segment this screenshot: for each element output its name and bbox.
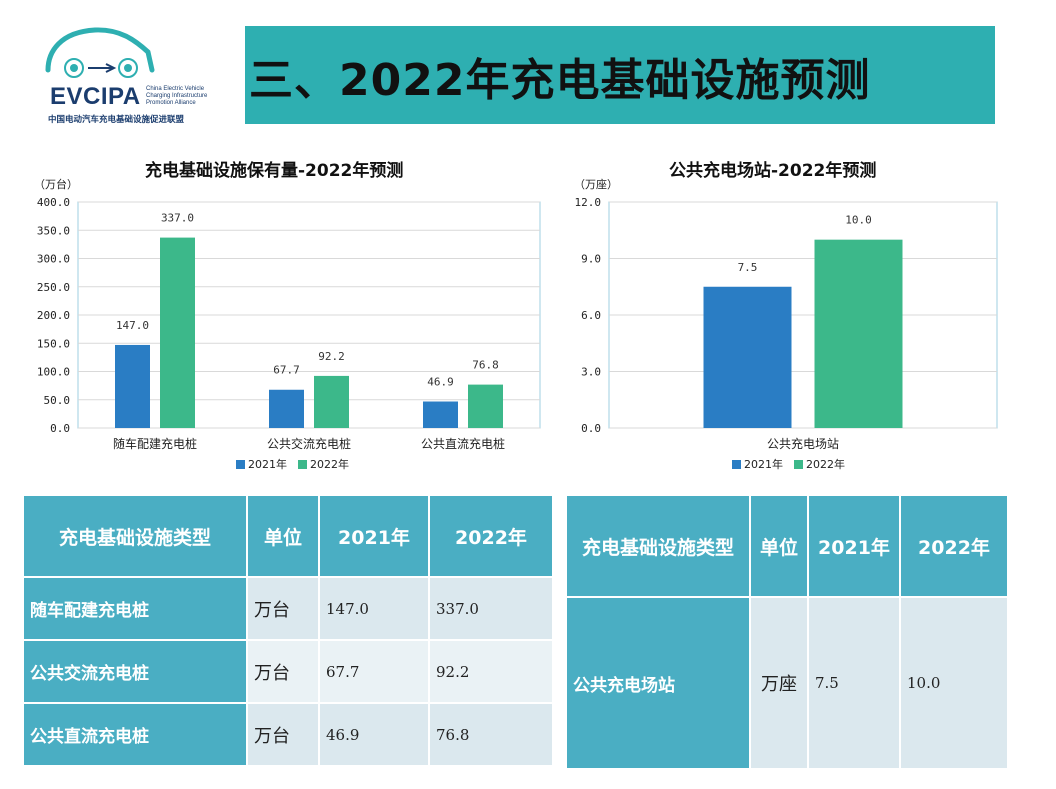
chart1-title: 充电基础设施保有量-2022年预测: [145, 161, 404, 181]
table-row: 公共直流充电桩 万台 46.9 76.8: [24, 704, 552, 765]
row-2022: 10.0: [901, 598, 1007, 768]
row-type: 随车配建充电桩: [24, 578, 246, 639]
logo-chinese: 中国电动汽车充电基础设施促进联盟: [48, 115, 185, 125]
chart2-title: 公共充电场站-2022年预测: [669, 161, 877, 181]
data-label: 76.8: [472, 359, 499, 372]
row-unit: 万台: [248, 641, 318, 702]
row-unit: 万台: [248, 578, 318, 639]
bar: [814, 239, 903, 428]
data-label: 92.2: [318, 350, 345, 363]
bar: [468, 384, 503, 428]
legend-swatch: [732, 460, 741, 469]
table-header-2022: 2022年: [430, 496, 552, 576]
data-label: 147.0: [116, 319, 149, 332]
logo-english-line: Charging Infrastructure: [146, 93, 208, 99]
y-tick-label: 0.0: [581, 422, 601, 435]
chart1-unit: （万台）: [34, 178, 78, 191]
y-tick-label: 300.0: [37, 253, 70, 266]
chart2: 0.0 3.0 6.0 9.0 12.0 7.5 10.0 公共充电场站 2021年 2022年: [575, 196, 998, 471]
car-logo-icon: [45, 27, 155, 78]
y-tick-label: 6.0: [581, 309, 601, 322]
legend-label: 2021年: [248, 457, 287, 471]
table-header-2021: 2021年: [320, 496, 428, 576]
row-2022: 92.2: [430, 641, 552, 702]
table-header-unit: 单位: [248, 496, 318, 576]
y-tick-label: 400.0: [37, 196, 70, 209]
legend-swatch: [794, 460, 803, 469]
table-row: 公共交流充电桩 万台 67.7 92.2: [24, 641, 552, 702]
table-infrastructure: 充电基础设施类型 单位 2021年 2022年 随车配建充电桩 万台 147.0…: [22, 494, 554, 767]
row-2021: 67.7: [320, 641, 428, 702]
table-header-type: 充电基础设施类型: [567, 496, 749, 596]
table-row: 随车配建充电桩 万台 147.0 337.0: [24, 578, 552, 639]
chart2-unit: （万座）: [574, 178, 618, 191]
row-2021: 7.5: [809, 598, 899, 768]
y-tick-label: 3.0: [581, 366, 601, 379]
legend-label: 2022年: [806, 457, 845, 471]
bar: [160, 237, 195, 428]
category-label: 公共直流充电桩: [421, 436, 505, 451]
row-2021: 46.9: [320, 704, 428, 765]
y-tick-label: 250.0: [37, 281, 70, 294]
row-unit: 万座: [751, 598, 807, 768]
data-label: 67.7: [273, 364, 300, 377]
category-label: 公共充电场站: [767, 436, 839, 451]
logo-english: China Electric Vehicle Charging Infrastr…: [146, 86, 226, 107]
table-stations: 充电基础设施类型 单位 2021年 2022年 公共充电场站 万座 7.5 10…: [565, 494, 1009, 770]
table-header-row: 充电基础设施类型 单位 2021年 2022年: [24, 496, 552, 576]
data-label: 46.9: [427, 376, 454, 389]
logo-english-line: Promotion Alliance: [146, 100, 196, 106]
row-2022: 76.8: [430, 704, 552, 765]
table-header-2022: 2022年: [901, 496, 1007, 596]
row-2021: 147.0: [320, 578, 428, 639]
row-type: 公共直流充电桩: [24, 704, 246, 765]
data-label: 7.5: [738, 261, 758, 274]
bar: [269, 389, 304, 428]
category-label: 公共交流充电桩: [267, 436, 351, 451]
logo-brand: EVCIPA: [50, 83, 141, 110]
bar: [115, 344, 150, 428]
y-tick-label: 200.0: [37, 309, 70, 322]
data-label: 10.0: [845, 214, 872, 227]
logo-english-line: China Electric Vehicle: [146, 86, 205, 92]
y-tick-label: 9.0: [581, 253, 601, 266]
legend-swatch: [236, 460, 245, 469]
table-row: 公共充电场站 万座 7.5 10.0: [567, 598, 1007, 768]
data-label: 337.0: [161, 212, 194, 225]
category-label: 随车配建充电桩: [113, 436, 197, 451]
table-header-type: 充电基础设施类型: [24, 496, 246, 576]
legend-swatch: [298, 460, 307, 469]
table-header-unit: 单位: [751, 496, 807, 596]
evcipa-logo: [40, 22, 240, 127]
table-header-2021: 2021年: [809, 496, 899, 596]
bar: [703, 286, 792, 428]
table-header-row: 充电基础设施类型 单位 2021年 2022年: [567, 496, 1007, 596]
row-unit: 万台: [248, 704, 318, 765]
y-tick-label: 12.0: [575, 196, 602, 209]
y-tick-label: 150.0: [37, 337, 70, 350]
page-title: 三、2022年充电基础设施预测: [249, 55, 871, 106]
title-banner: 三、2022年充电基础设施预测: [245, 26, 995, 124]
y-tick-label: 0.0: [50, 422, 70, 435]
row-type: 公共交流充电桩: [24, 641, 246, 702]
row-2022: 337.0: [430, 578, 552, 639]
bar: [423, 401, 458, 428]
y-tick-label: 100.0: [37, 366, 70, 379]
y-tick-label: 50.0: [44, 394, 71, 407]
legend-label: 2022年: [310, 457, 349, 471]
y-tick-label: 350.0: [37, 224, 70, 237]
bar: [314, 375, 349, 428]
legend-label: 2021年: [744, 457, 783, 471]
row-type: 公共充电场站: [567, 598, 749, 768]
chart1: 0.0 50.0 100.0 150.0 200.0 250.0 300.0 350.0 400…: [37, 196, 541, 471]
